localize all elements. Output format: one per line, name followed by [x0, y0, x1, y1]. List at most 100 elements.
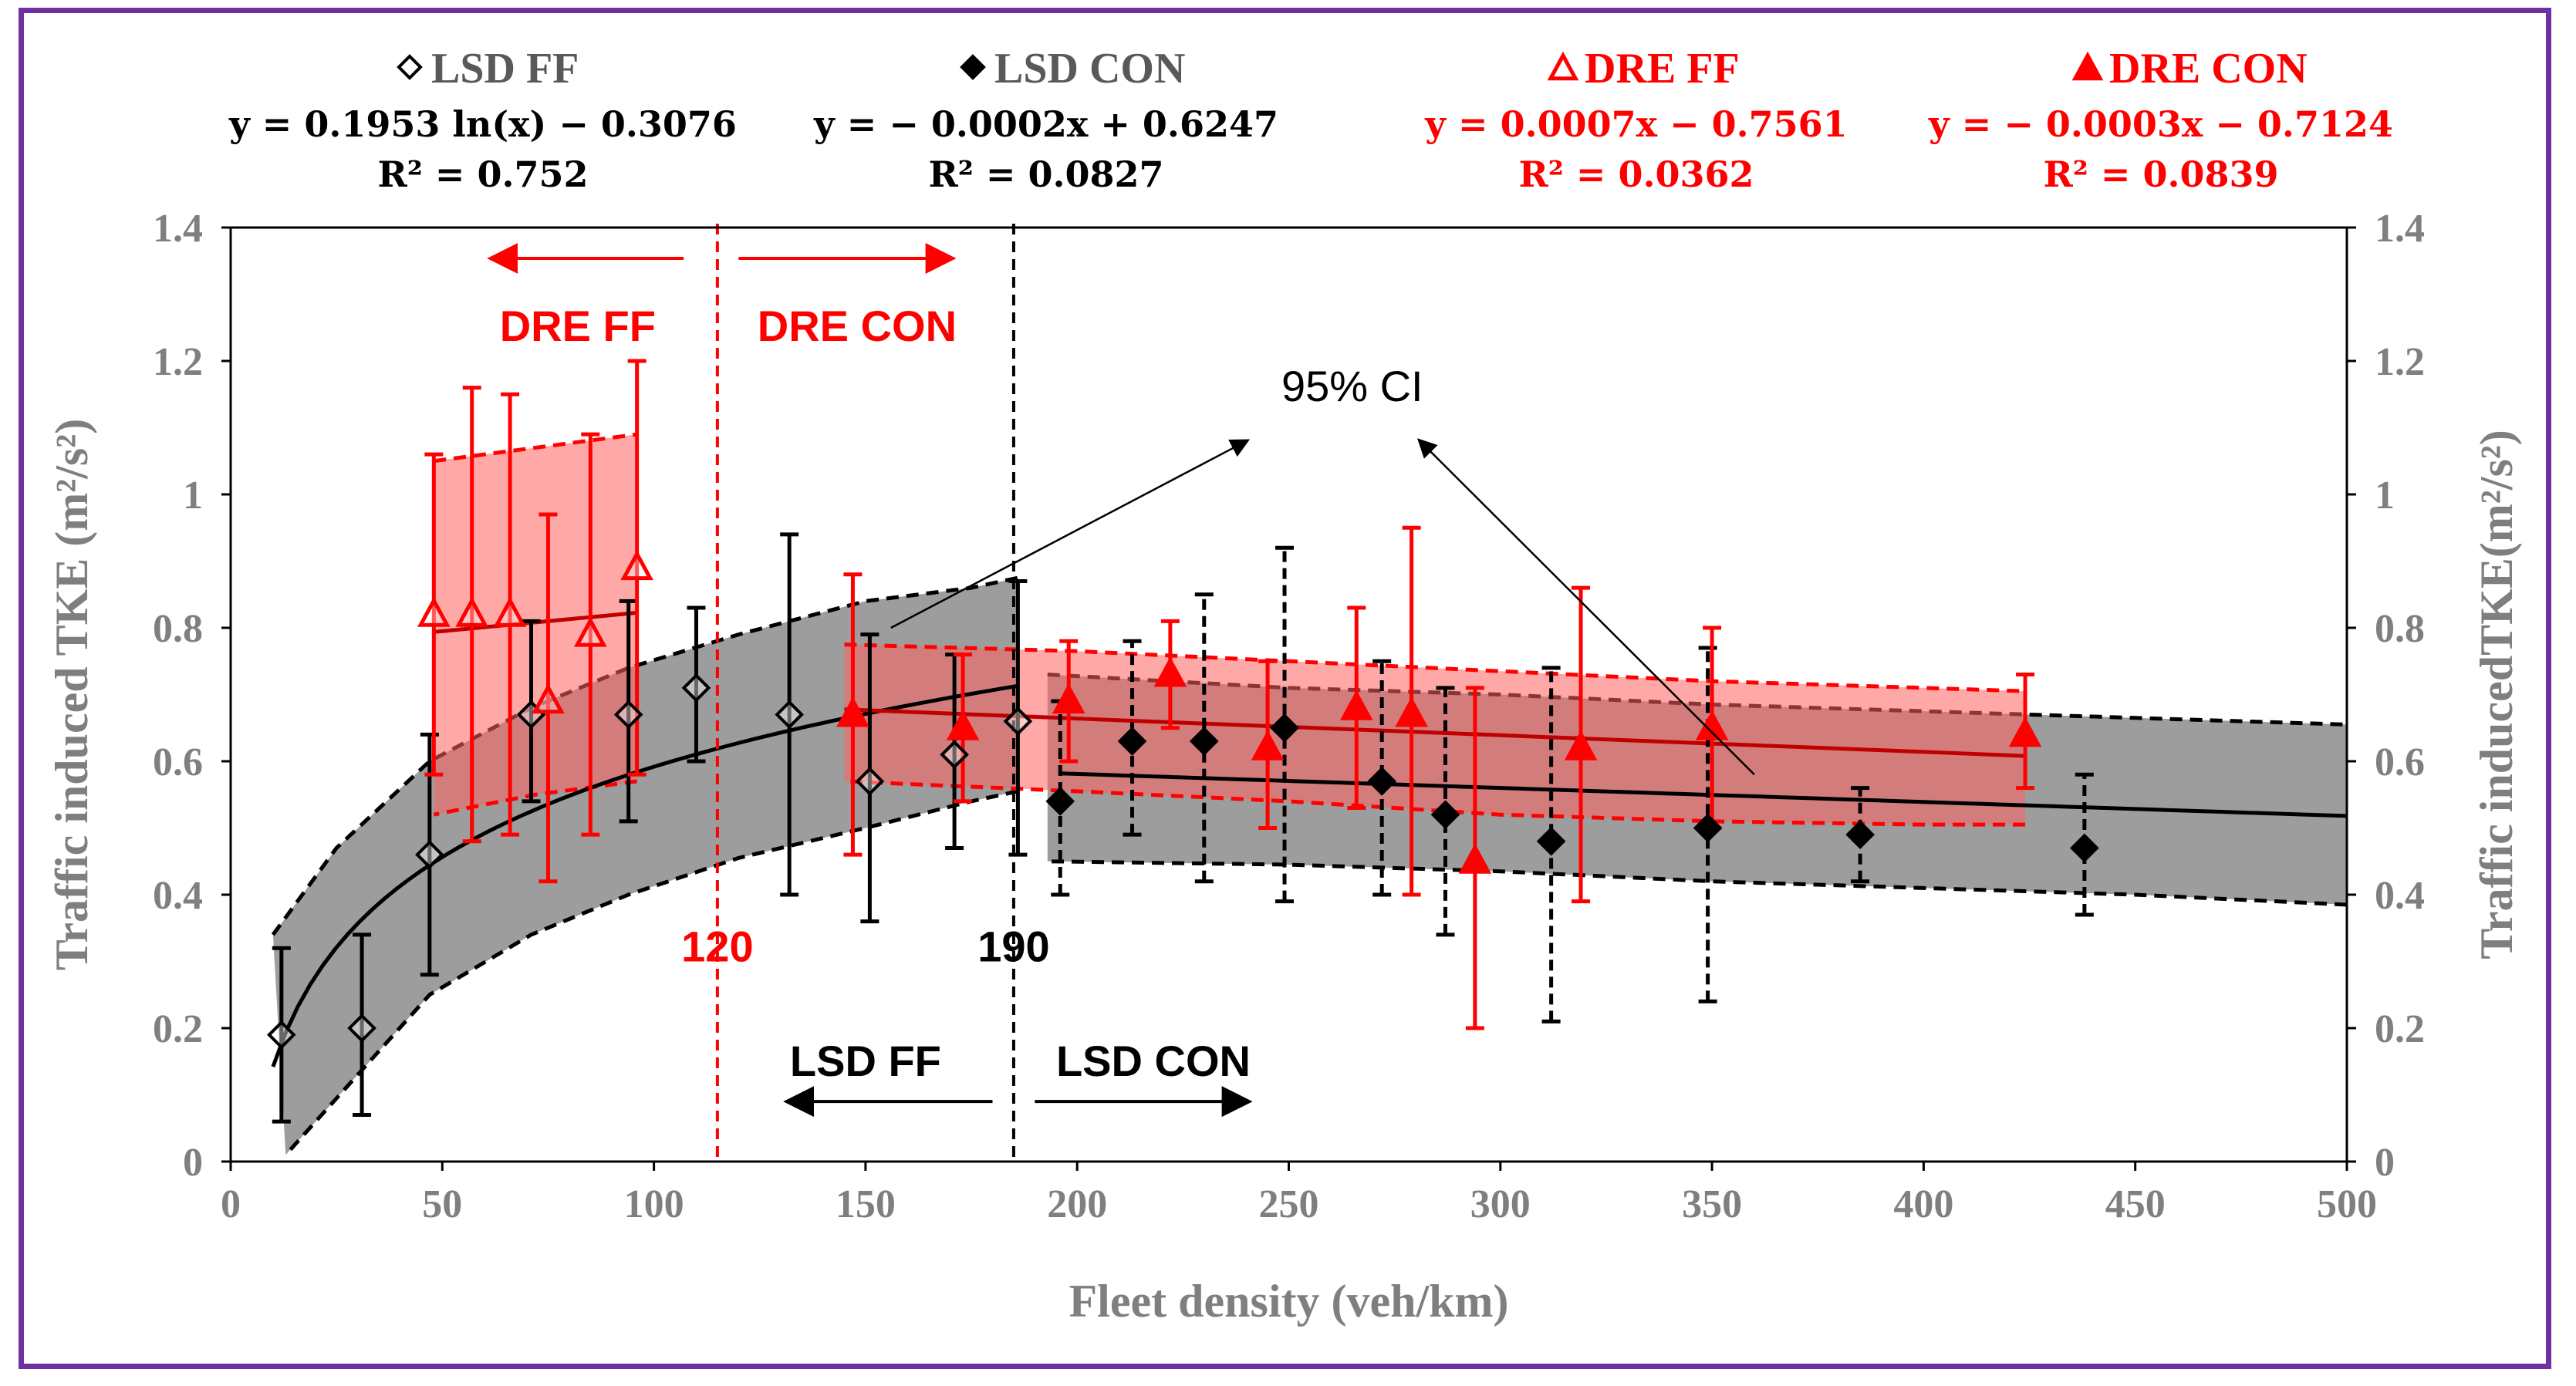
legend-r2: R² = 0.0839: [2044, 153, 2279, 195]
data-point[interactable]: [775, 700, 804, 730]
fit-line-1: [1060, 771, 2348, 818]
data-point[interactable]: [1564, 730, 1598, 760]
data-point[interactable]: [493, 596, 527, 627]
legend-r2: R² = 0.0827: [929, 153, 1164, 195]
legend-marker: [397, 54, 423, 80]
annotations: DRE FF DRE CON LSD FF LSD CON 95% CI: [487, 243, 1755, 1118]
legend-label: DRE CON: [2109, 45, 2308, 93]
legend-marker: [1547, 51, 1579, 81]
y-tick-label-right: 0.2: [2375, 1007, 2425, 1051]
data-point[interactable]: [940, 740, 969, 770]
data-point[interactable]: [1003, 706, 1033, 736]
data-point[interactable]: [1045, 787, 1075, 816]
legend-equation: y = 0.0007x − 0.7561: [1424, 103, 1847, 145]
legend-r2: R² = 0.0362: [1519, 153, 1754, 195]
threshold-label-1: 190: [977, 922, 1049, 971]
y-tick-label-right: 1: [2375, 474, 2395, 518]
legend-r2: R² = 0.752: [378, 153, 589, 195]
x-tick-label: 0: [221, 1182, 241, 1226]
x-tick-label: 250: [1259, 1182, 1319, 1226]
legend-entry-dre-ff: DRE FF y = 0.0007x − 0.7561 R² = 0.0362: [1424, 45, 1847, 195]
legend-marker: [2071, 51, 2104, 81]
ci-upper-2: [434, 432, 637, 464]
lsd-ff-region-label: LSD FF: [790, 1037, 941, 1085]
x-tick-label: 150: [836, 1182, 896, 1226]
fit-line-0: [271, 683, 1018, 1067]
y-tick-label-right: 0: [2375, 1141, 2395, 1185]
data-point[interactable]: [1367, 767, 1397, 796]
y-tick-label-left: 0.8: [153, 607, 203, 651]
x-tick-label: 300: [1470, 1182, 1531, 1226]
data-point[interactable]: [455, 596, 489, 627]
data-point[interactable]: [1536, 826, 1566, 856]
lsd-con-region-label: LSD CON: [1056, 1037, 1251, 1085]
ci-arrow-right: [1417, 438, 1755, 776]
y-tick-label-left: 0.4: [153, 874, 203, 918]
y-axis-title-right: Traffic inducedTKE(m²/s²): [2471, 430, 2522, 959]
y-tick-label-left: 1.4: [153, 207, 203, 251]
x-tick-label: 400: [1893, 1182, 1953, 1226]
y-axis-title-left: Traffic induced TKE (m²/s²): [46, 419, 97, 970]
legend-entry-lsd-ff: LSD FF y = 0.1953 ln(x) − 0.3076 R² = 0.75…: [228, 45, 737, 195]
ci-lower-0: [284, 789, 1018, 1157]
data-point[interactable]: [574, 616, 607, 647]
data-point[interactable]: [1339, 690, 1373, 720]
ci-bands: [271, 432, 2348, 1157]
data-point[interactable]: [532, 683, 565, 714]
data-point[interactable]: [613, 700, 643, 730]
y-tick-label-right: 0.6: [2375, 740, 2425, 784]
data-point[interactable]: [946, 710, 980, 740]
data-point[interactable]: [347, 1013, 376, 1043]
dre-ff-region-label: DRE FF: [500, 302, 656, 350]
data-markers: [267, 549, 2099, 1050]
y-tick-label-right: 0.8: [2375, 607, 2425, 651]
ci-lower-2: [433, 779, 637, 817]
data-point[interactable]: [1430, 800, 1460, 830]
data-point[interactable]: [1395, 696, 1428, 727]
x-tick-label: 350: [1682, 1182, 1742, 1226]
data-point[interactable]: [620, 549, 653, 581]
x-tick-label: 500: [2317, 1182, 2377, 1226]
dre-con-region-label: DRE CON: [758, 302, 957, 350]
ci-lower-3: [844, 779, 2026, 827]
y-tick-label-left: 1: [183, 474, 203, 518]
fit-line-3: [844, 707, 2026, 758]
data-point[interactable]: [836, 696, 869, 727]
x-axis-title: Fleet density (veh/km): [1069, 1276, 1509, 1327]
x-tick-label: 50: [422, 1182, 462, 1226]
y-tick-label-left: 0.6: [153, 740, 203, 784]
legend-label: DRE FF: [1585, 45, 1740, 93]
data-point[interactable]: [681, 673, 711, 703]
threshold-label-0: 120: [681, 922, 753, 971]
legend-marker: [960, 54, 986, 80]
x-tick-label: 200: [1047, 1182, 1107, 1226]
data-point[interactable]: [1153, 656, 1187, 687]
data-point[interactable]: [2008, 717, 2042, 747]
data-point[interactable]: [417, 596, 451, 627]
data-point[interactable]: [1845, 820, 1875, 849]
data-point[interactable]: [267, 1020, 296, 1050]
legend-entry-dre-con: DRE CON y = − 0.0003x − 0.7124 R² = 0.0839: [1928, 45, 2393, 195]
x-tick-label: 100: [624, 1182, 684, 1226]
data-point[interactable]: [1270, 713, 1299, 743]
y-tick-label-right: 1.2: [2375, 340, 2425, 384]
figure-frame: 120 190 0 50 100 150 200 250 300 350 400 450 500 0 0 0…: [19, 8, 2551, 1369]
y-tick-label-right: 0.4: [2375, 874, 2425, 918]
ci-label: 95% CI: [1281, 362, 1423, 410]
data-point[interactable]: [1693, 813, 1723, 843]
ci-arrow-left: [890, 439, 1251, 629]
data-point[interactable]: [415, 840, 444, 869]
data-point[interactable]: [1189, 727, 1219, 756]
x-tick-label: 450: [2105, 1182, 2166, 1226]
data-point[interactable]: [1052, 683, 1085, 714]
legend-equation: y = − 0.0003x − 0.7124: [1928, 103, 2393, 145]
data-point[interactable]: [1458, 843, 1492, 874]
y-tick-label-right: 1.4: [2375, 207, 2425, 251]
data-point[interactable]: [1117, 727, 1147, 756]
data-point[interactable]: [1251, 730, 1285, 760]
data-point[interactable]: [2070, 833, 2099, 863]
legend-equation: y = 0.1953 ln(x) − 0.3076: [228, 103, 737, 145]
data-point[interactable]: [855, 767, 885, 796]
